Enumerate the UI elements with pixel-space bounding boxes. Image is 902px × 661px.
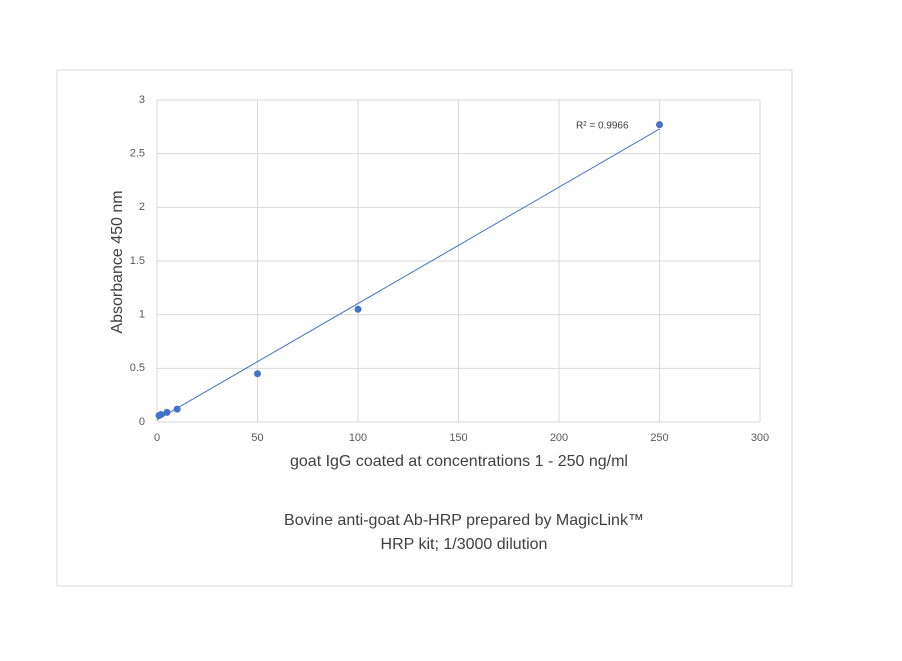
y-tick-label: 2.5 <box>130 148 145 160</box>
data-point <box>254 370 261 378</box>
x-tick-label: 50 <box>251 432 263 444</box>
chart-frame <box>56 69 793 587</box>
trendline-label: R² = 0.9966 <box>576 121 629 132</box>
x-tick-label: 150 <box>449 432 467 444</box>
caption: Bovine anti-goat Ab-HRP prepared by Magi… <box>284 512 644 529</box>
data-point <box>173 405 181 413</box>
x-tick-label: 300 <box>751 432 769 444</box>
data-point <box>157 410 165 418</box>
y-tick-label: 3 <box>139 94 145 106</box>
y-tick-label: 1.5 <box>130 255 145 267</box>
x-tick-label: 0 <box>154 432 160 444</box>
trendline <box>156 128 660 421</box>
caption: HRP kit; 1/3000 dilution <box>381 536 548 553</box>
y-tick-label: 1 <box>139 309 145 321</box>
data-point <box>163 408 171 416</box>
x-axis-title: goat IgG coated at concentrations 1 - 25… <box>290 453 628 470</box>
y-axis-title: Absorbance 450 nm <box>109 190 126 333</box>
data-point <box>656 121 663 129</box>
x-tick-label: 100 <box>349 432 367 444</box>
y-tick-label: 0 <box>139 416 145 428</box>
x-tick-label: 250 <box>650 432 668 444</box>
x-tick-label: 200 <box>550 432 568 444</box>
data-point <box>354 305 362 313</box>
y-tick-label: 2 <box>139 201 145 213</box>
y-tick-label: 0.5 <box>130 362 145 374</box>
